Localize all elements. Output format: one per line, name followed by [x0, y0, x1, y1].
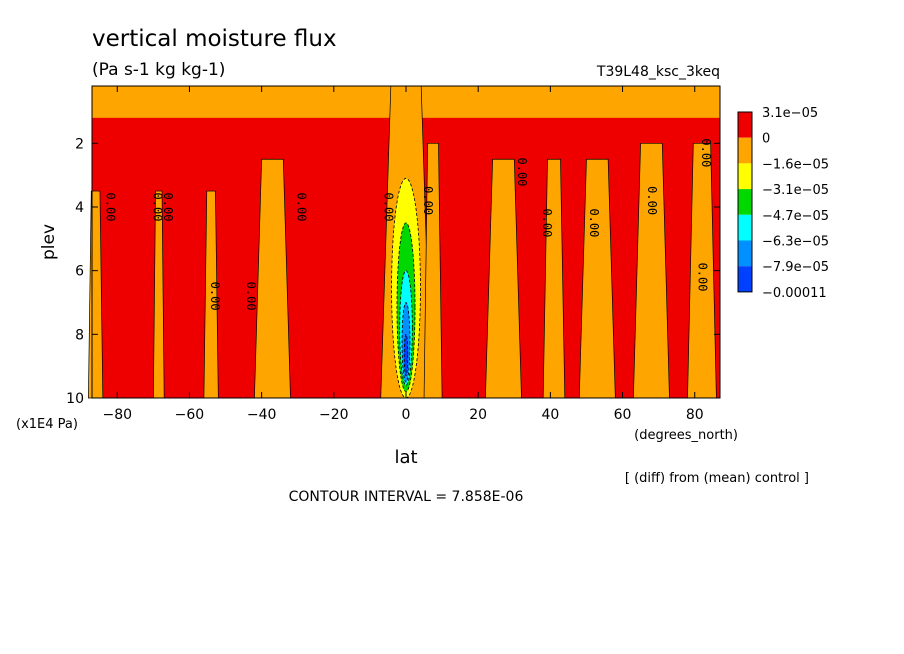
contour-label: 0.00 [695, 263, 709, 292]
legend-label: −7.9e−05 [762, 260, 829, 275]
contour-labels: 0.00 0.000.000.00 0.000.00 0.00 0.000.000.00… [103, 138, 713, 310]
plume-contour [403, 333, 409, 377]
y-tick-label: 10 [66, 391, 84, 407]
contour-label: 0.00 [150, 193, 164, 222]
y-tick-label: 8 [75, 327, 84, 343]
y-axis-units: (x1E4 Pa) [16, 417, 78, 432]
x-tick-label: −60 [175, 407, 205, 423]
x-tick-label: 20 [469, 407, 487, 423]
legend-swatch [738, 214, 752, 241]
neutral-band [88, 190, 104, 399]
contour-label: 0.00 [515, 158, 529, 187]
legend-frame [737, 111, 753, 293]
contour-label: 0.00 [381, 193, 395, 222]
chart-subtitle: (Pa s-1 kg kg-1) [92, 60, 225, 80]
legend-label: −3.1e−05 [762, 183, 829, 198]
y-tick-label: 6 [75, 264, 84, 280]
legend-swatch [738, 189, 752, 215]
legend-swatch [738, 137, 752, 164]
x-tick-label: −80 [102, 407, 132, 423]
x-axis-label: lat [394, 447, 417, 468]
x-tick-label: 60 [614, 407, 632, 423]
contour-label: 0.00 [645, 186, 659, 215]
legend-label: 3.1e−05 [762, 106, 818, 121]
x-tick-label: 80 [686, 407, 704, 423]
y-tick-label: 4 [75, 200, 84, 216]
diff-note: [ (diff) from (mean) control ] [625, 471, 809, 486]
x-axis-units: (degrees_north) [634, 428, 738, 443]
contour-label: 0.00 [161, 193, 175, 222]
legend-label: 0 [762, 132, 770, 147]
contour-label: 0.00 [295, 193, 309, 222]
legend-swatch [738, 240, 752, 267]
contour-interval: CONTOUR INTERVAL = 7.858E-06 [289, 489, 524, 505]
x-tick-label: −20 [319, 407, 349, 423]
legend-label: −0.00011 [762, 286, 827, 301]
contour-label: 0.00 [421, 186, 435, 215]
plot-area [88, 85, 720, 399]
neutral-band [153, 190, 165, 399]
y-axis-label: plev [39, 224, 59, 260]
y-axis: 2 4 6 8 10 [66, 136, 720, 407]
contour-label: 0.00 [540, 208, 554, 237]
legend-swatch [738, 112, 752, 138]
x-tick-label: 0 [402, 407, 411, 423]
legend-label: −6.3e−05 [762, 235, 829, 250]
legend: 3.1e−05 0 −1.6e−05 −3.1e−05 −4.7e−05 −6.3e−05… [737, 106, 829, 301]
legend-label: −4.7e−05 [762, 209, 829, 224]
legend-label: −1.6e−05 [762, 157, 829, 172]
chart-title: vertical moisture flux [92, 26, 337, 52]
contour-label: 0.00 [699, 138, 713, 167]
x-tick-label: −40 [247, 407, 277, 423]
legend-swatch [738, 163, 752, 190]
y-tick-label: 2 [75, 136, 84, 152]
contour-label: 0.00 [244, 282, 258, 311]
x-axis: −80 −60 −40 −20 0 20 40 60 80 [102, 86, 704, 423]
run-label: T39L48_ksc_3keq [596, 64, 720, 80]
contour-label: 0.00 [208, 282, 222, 311]
x-tick-label: 40 [541, 407, 559, 423]
contour-label: 0.00 [587, 208, 601, 237]
contour-label: 0.00 [103, 193, 117, 222]
legend-swatch [738, 266, 752, 292]
